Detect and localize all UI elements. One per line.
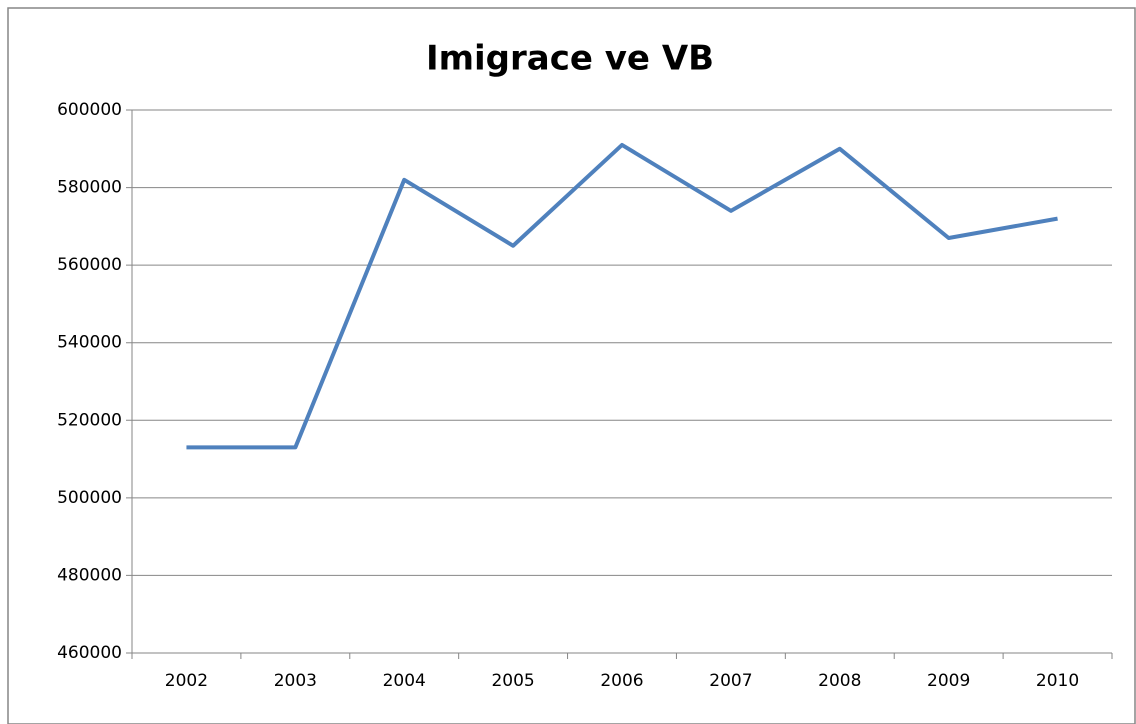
x-tick-label: 2008 — [818, 671, 861, 691]
y-tick-label: 460000 — [57, 643, 122, 663]
data-line — [186, 142, 1058, 450]
x-tick-label: 2010 — [1036, 671, 1079, 691]
x-tick-label: 2004 — [383, 671, 426, 691]
y-tick-label: 560000 — [57, 255, 122, 275]
x-tick-label: 2005 — [491, 671, 534, 691]
x-tick-label: 2006 — [600, 671, 643, 691]
chart-frame — [7, 7, 1136, 724]
x-tick-label: 2002 — [165, 671, 208, 691]
x-tick-label: 2007 — [709, 671, 752, 691]
x-tick-label: 2009 — [927, 671, 970, 691]
x-tick-label: 2003 — [274, 671, 317, 691]
y-tick-label: 480000 — [57, 565, 122, 585]
chart-title: Imigrace ve VB — [426, 39, 714, 79]
y-tick-label: 500000 — [57, 488, 122, 508]
y-tick-label: 540000 — [57, 333, 122, 353]
y-tick-label: 580000 — [57, 178, 122, 198]
y-tick-label: 520000 — [57, 410, 122, 430]
y-tick-label: 600000 — [57, 100, 122, 120]
